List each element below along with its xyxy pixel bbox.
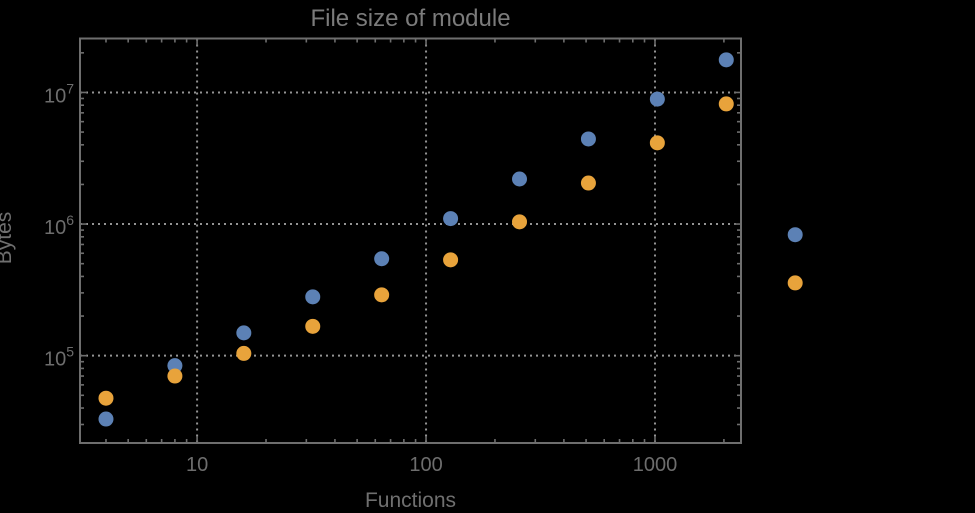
data-point-blue xyxy=(512,171,528,187)
data-point-blue xyxy=(374,251,390,267)
data-point-orange xyxy=(98,390,114,406)
chart-layer: 10 100 1000 105 106 107 xyxy=(44,37,803,476)
x-axis-label: Functions xyxy=(365,489,456,512)
data-point-orange xyxy=(236,345,252,361)
x-tick-label: 1000 xyxy=(633,454,678,476)
x-tick-label: 100 xyxy=(409,454,442,476)
y-tick-label: 107 xyxy=(44,80,74,107)
y-tick-label: 106 xyxy=(44,212,74,239)
x-tick-label: 10 xyxy=(186,454,208,476)
y-tick-label: 105 xyxy=(44,344,74,371)
data-point-orange xyxy=(305,318,321,334)
data-point-blue xyxy=(443,211,459,227)
data-point-orange xyxy=(512,214,528,230)
data-point-orange xyxy=(443,252,459,268)
data-point-blue xyxy=(718,52,734,68)
chart-title: File size of module xyxy=(310,5,510,32)
data-point-blue xyxy=(305,289,321,305)
data-point-orange xyxy=(580,175,596,191)
plot-frame xyxy=(79,37,742,444)
data-point-blue xyxy=(98,411,114,427)
data-point-blue xyxy=(167,358,183,374)
data-point-blue xyxy=(649,91,665,107)
data-point-blue xyxy=(236,325,252,341)
data-point-orange xyxy=(167,368,183,384)
data-point-orange xyxy=(718,96,734,112)
data-point-orange xyxy=(787,275,803,291)
y-axis-label: Bytes xyxy=(0,212,16,265)
data-point-orange xyxy=(649,135,665,151)
data-point-orange xyxy=(374,287,390,303)
data-point-blue xyxy=(580,131,596,147)
data-point-blue xyxy=(787,227,803,243)
